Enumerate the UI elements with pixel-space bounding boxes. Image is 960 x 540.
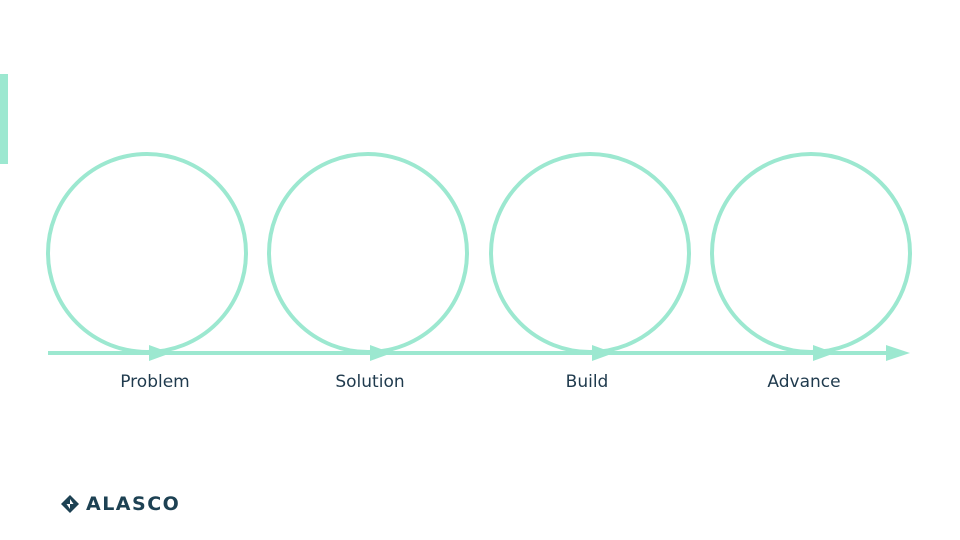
loop-arrowhead-3 — [592, 345, 614, 361]
alasco-diamond-icon — [61, 495, 79, 513]
stage-label-build: Build — [565, 372, 609, 392]
loop-circle-1 — [46, 152, 248, 354]
stage-label-solution: Solution — [335, 372, 405, 392]
loop-arrowhead-4 — [813, 345, 835, 361]
accent-bar — [0, 74, 8, 164]
loop-arrowhead-2 — [370, 345, 392, 361]
timeline-arrowhead — [886, 345, 910, 361]
loop-circle-3 — [489, 152, 691, 354]
loop-circle-2 — [267, 152, 469, 354]
alasco-logo: ALASCO — [60, 491, 180, 517]
logo-text: ALASCO — [86, 493, 181, 515]
loop-circle-4 — [710, 152, 912, 354]
loop-arrowhead-1 — [149, 345, 171, 361]
stage-label-problem: Problem — [120, 372, 190, 392]
loop-arrowheads-group — [149, 345, 835, 361]
stage-label-advance: Advance — [767, 372, 841, 392]
loops-group — [46, 152, 912, 354]
